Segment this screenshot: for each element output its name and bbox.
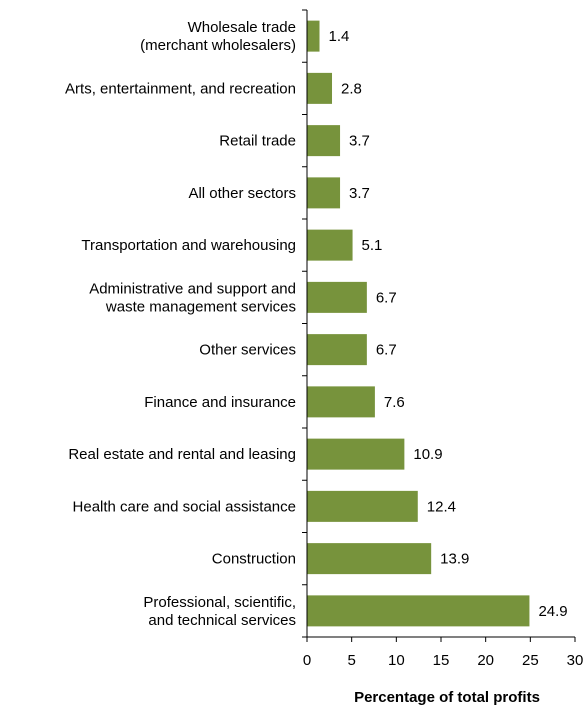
- bar-value-label: 24.9: [538, 603, 567, 620]
- category-label-line: and technical services: [148, 612, 296, 629]
- category-label: Professional, scientific, and technical s…: [143, 594, 296, 629]
- category-label: Construction: [212, 551, 296, 568]
- x-tick-label: 0: [303, 652, 311, 669]
- category-label: Finance and insurance: [144, 394, 296, 411]
- category-label-line: Transportation and warehousing: [81, 237, 296, 254]
- category-label: Administrative and support and waste mana…: [89, 280, 296, 315]
- category-label-line: All other sectors: [188, 185, 296, 202]
- bar-value-label: 3.7: [349, 133, 370, 150]
- category-label-line: Wholesale trade: [188, 19, 296, 36]
- x-tick-label: 15: [433, 652, 450, 669]
- bar-value-label: 12.4: [427, 498, 456, 515]
- bar: [307, 72, 333, 104]
- x-tick-label: 25: [522, 652, 539, 669]
- bar: [307, 438, 405, 470]
- bar: [307, 20, 320, 52]
- category-label: Wholesale trade (merchant wholesalers): [140, 19, 296, 54]
- bar-value-label: 5.1: [362, 237, 383, 254]
- bar: [307, 125, 341, 157]
- bar-value-label: 7.6: [384, 394, 405, 411]
- bar: [307, 490, 418, 522]
- data-labels: 1.4 2.8 3.7 3.7 5.1 6.7 6.7 7.6 10.9 12.4 13.9 24.9: [329, 28, 568, 620]
- x-axis-title: Percentage of total profits: [354, 689, 540, 706]
- bar-value-label: 13.9: [440, 551, 469, 568]
- category-label-line: Construction: [212, 551, 296, 568]
- category-label: Arts, entertainment, and recreation: [65, 80, 296, 97]
- x-tick-label: 5: [347, 652, 355, 669]
- bar-value-label: 10.9: [413, 446, 442, 463]
- x-tick-label: 10: [388, 652, 405, 669]
- category-label: Transportation and warehousing: [81, 237, 296, 254]
- bar-value-label: 3.7: [349, 185, 370, 202]
- category-label: All other sectors: [188, 185, 296, 202]
- category-label-line: (merchant wholesalers): [140, 37, 296, 54]
- category-label: Other services: [199, 342, 296, 359]
- x-tick-label: 30: [567, 652, 584, 669]
- bar: [307, 595, 530, 627]
- bar: [307, 229, 353, 261]
- bar: [307, 386, 375, 418]
- category-label-line: Arts, entertainment, and recreation: [65, 80, 296, 97]
- category-label-line: Finance and insurance: [144, 394, 296, 411]
- category-label: Health care and social assistance: [73, 498, 296, 515]
- bar: [307, 334, 367, 366]
- category-label-line: waste management services: [105, 298, 296, 315]
- bars-layer: [302, 9, 530, 638]
- category-label-line: Other services: [199, 342, 296, 359]
- bar-value-label: 2.8: [341, 80, 362, 97]
- category-labels: Wholesale trade (merchant wholesalers) Art…: [65, 19, 296, 629]
- bar: [307, 281, 367, 313]
- category-label-line: Real estate and rental and leasing: [68, 446, 296, 463]
- category-label-line: Health care and social assistance: [73, 498, 296, 515]
- bar-value-label: 6.7: [376, 289, 397, 306]
- x-tick-label: 20: [477, 652, 494, 669]
- category-label: Real estate and rental and leasing: [68, 446, 296, 463]
- bar-value-label: 1.4: [329, 28, 350, 45]
- category-label-line: Administrative and support and: [89, 280, 296, 297]
- x-axis-ticks: 0 5 10 15 20 25 30: [303, 637, 584, 669]
- category-label: Retail trade: [219, 133, 296, 150]
- bar: [307, 177, 341, 209]
- bar-value-label: 6.7: [376, 342, 397, 359]
- bar: [307, 543, 432, 575]
- category-label-line: Professional, scientific,: [143, 594, 296, 611]
- category-label-line: Retail trade: [219, 133, 296, 150]
